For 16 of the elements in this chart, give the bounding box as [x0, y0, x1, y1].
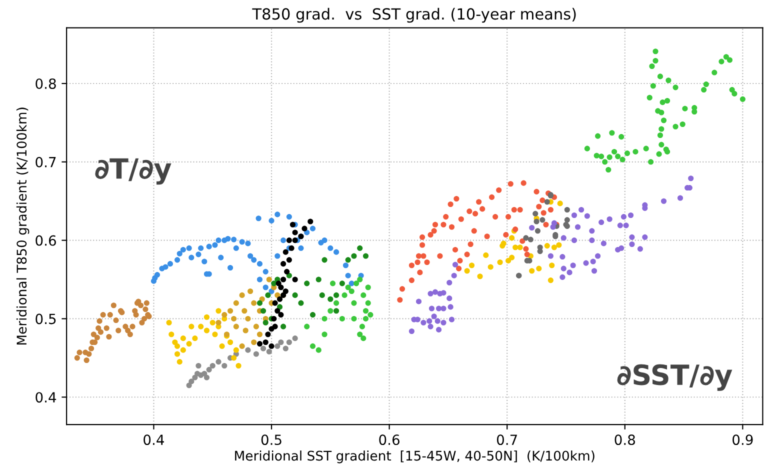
y-tick-label: 0.5	[36, 314, 56, 324]
x-tick-label: 0.6	[379, 434, 400, 446]
y-tick-label: 0.6	[36, 235, 56, 246]
x-tick-label: 0.5	[261, 434, 282, 446]
y-tick-label: 0.7	[36, 156, 56, 168]
chart-title: T850 grad. vs SST grad. (10-year means)	[252, 8, 576, 23]
x-tick-label: 0.9	[732, 434, 753, 446]
x-axis-title: Meridional SST gradient [15-45W, 40-50N] (K/100km)	[235, 450, 594, 464]
y-tick-label: 0.8	[36, 78, 56, 89]
x-tick-label: 0.8	[614, 434, 635, 446]
y-axis-title: Meridional T850 gradient (K/100km)	[16, 108, 30, 345]
x-tick-label: 0.4	[144, 434, 164, 446]
y-tick-label: 0.4	[36, 392, 56, 403]
annotation: ∂SST/∂y	[617, 364, 732, 391]
annotation: ∂T/∂y	[95, 158, 172, 185]
x-tick-label: 0.7	[496, 434, 517, 446]
